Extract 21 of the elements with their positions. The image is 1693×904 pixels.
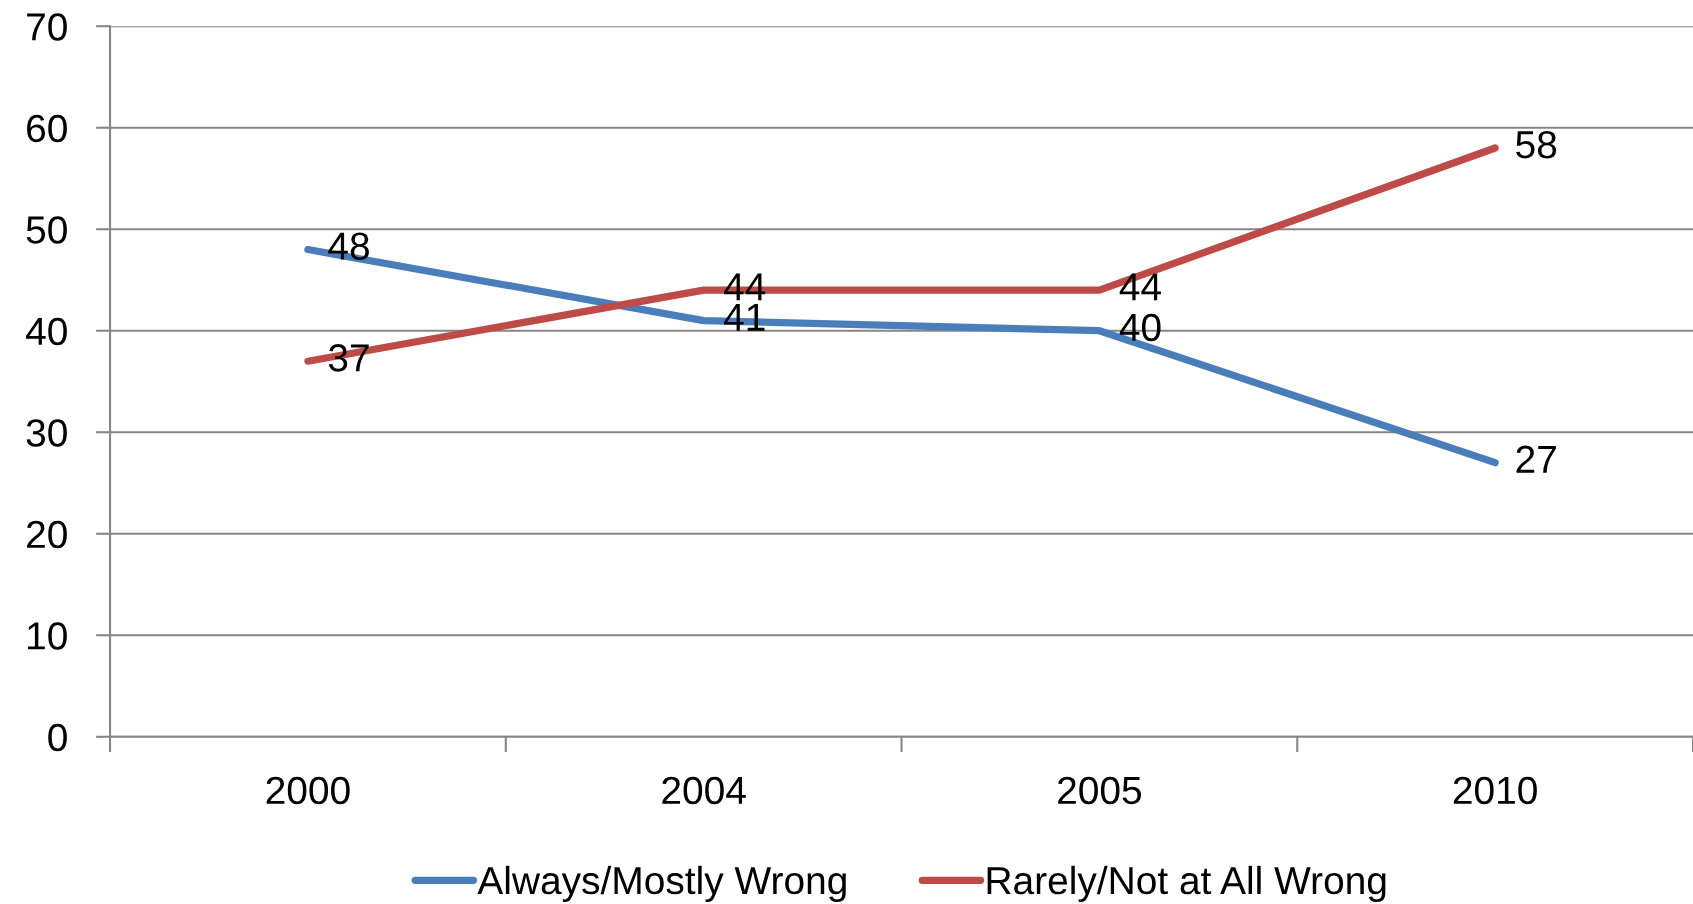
y-tick-label: 0 xyxy=(48,723,67,752)
data-label: 41 xyxy=(723,303,765,331)
data-label: 44 xyxy=(723,273,766,301)
legend-label: Always/Mostly Wrong xyxy=(477,865,846,903)
data-label: 40 xyxy=(1119,313,1161,342)
data-label: 27 xyxy=(1516,445,1556,473)
x-tick-label: 2000 xyxy=(266,776,350,805)
data-label: 44 xyxy=(1119,273,1161,301)
y-tick-label: 70 xyxy=(27,13,67,41)
y-tick-label: 50 xyxy=(26,216,67,244)
legend-label: Rarely/Not at All Wrong xyxy=(987,865,1386,903)
y-tick-label: 60 xyxy=(27,114,67,143)
data-label: 58 xyxy=(1516,130,1557,159)
y-tick-label: 20 xyxy=(27,520,67,549)
x-tick-label: 2005 xyxy=(1058,776,1142,805)
x-tick-label: 2004 xyxy=(662,776,746,805)
data-label: 48 xyxy=(328,232,369,260)
y-tick-label: 10 xyxy=(28,622,67,650)
y-tick-label: 40 xyxy=(26,317,67,346)
y-tick-label: 30 xyxy=(26,419,67,447)
x-tick-label: 2010 xyxy=(1453,776,1537,805)
